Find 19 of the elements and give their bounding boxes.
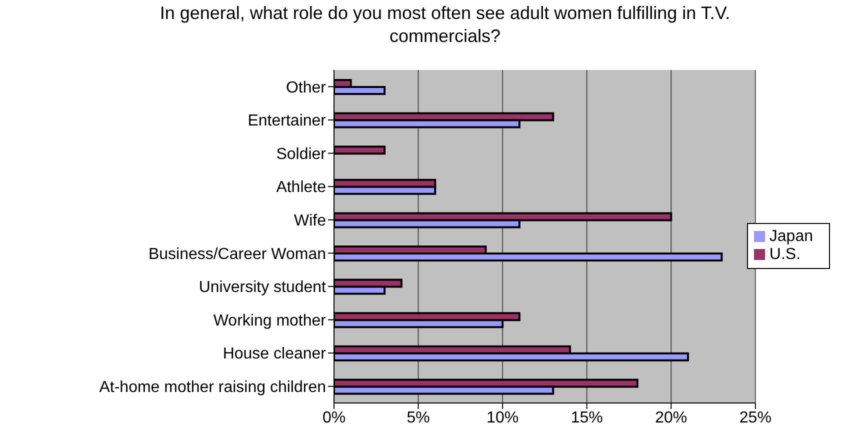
y-tick-label: University student — [198, 279, 327, 296]
legend-label: U.S. — [769, 246, 801, 262]
y-tick-label: Soldier — [276, 146, 327, 163]
chart-title: In general, what role do you most often see adult women fulfilling in T.V. commercials? — [158, 2, 732, 48]
y-tick-label: Business/Career Woman — [148, 246, 326, 263]
y-tick-label: Wife — [294, 212, 326, 230]
y-tick-label: Other — [286, 79, 327, 96]
x-tick-label: 20% — [655, 409, 688, 426]
y-tick-label: House cleaner — [222, 346, 327, 363]
y-tick-label: At-home mother raising children — [99, 379, 326, 396]
y-tick-label: Athlete — [276, 179, 326, 196]
x-tick-label: 10% — [486, 409, 519, 426]
x-tick-label: 25% — [739, 409, 772, 426]
x-tick-label: 15% — [570, 409, 603, 426]
legend-label: Japan — [769, 228, 813, 244]
y-tick-label: Working mother — [213, 312, 327, 330]
x-tick-label: 0% — [322, 409, 346, 426]
x-tick-label: 5% — [406, 409, 430, 426]
y-tick-label: Entertainer — [248, 112, 327, 130]
